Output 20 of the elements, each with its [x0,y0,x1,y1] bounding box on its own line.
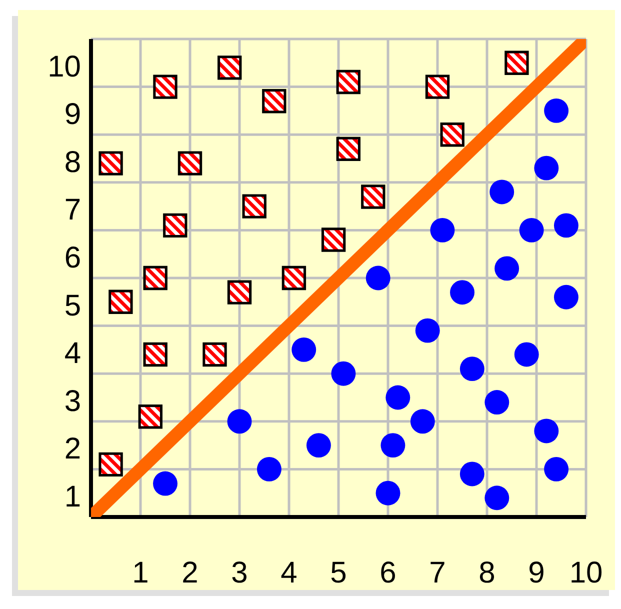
y-tick-label: 6 [64,242,81,274]
y-tick-label: 5 [64,289,81,322]
y-tick-label: 3 [64,384,81,418]
x-tick-label: 1 [132,556,149,590]
y-tick-label: 10 [48,50,81,84]
x-tick-label: 2 [182,556,198,590]
x-tick-label: 9 [528,556,545,590]
y-tick-label: 1 [64,480,81,514]
x-tick-label: 6 [380,556,396,590]
y-tick-label: 9 [64,98,81,132]
y-tick-label: 7 [64,194,81,227]
x-tick-label: 7 [429,556,446,590]
x-tick-label: 8 [478,556,496,590]
y-tick-label: 4 [64,337,81,370]
x-tick-label: 3 [231,556,248,590]
y-tick-label: 2 [64,432,81,466]
x-tick-label: 5 [330,556,347,590]
x-tick-label: 4 [280,556,298,590]
x-tick-label: 10 [569,556,603,590]
y-tick-label: 8 [64,146,81,179]
